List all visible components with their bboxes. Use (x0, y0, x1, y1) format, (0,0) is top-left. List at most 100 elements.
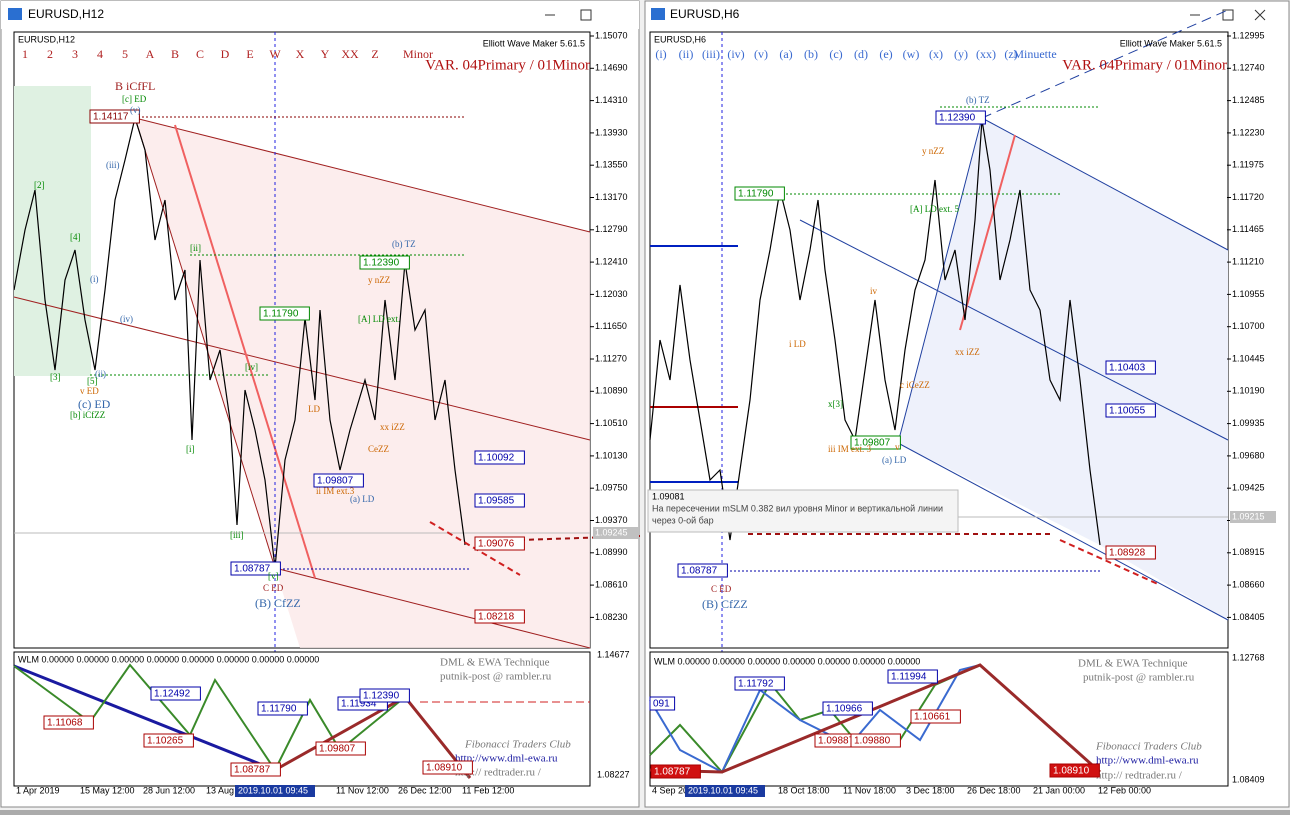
zigzag-green (13, 663, 456, 772)
price-tag-box (910, 709, 961, 724)
wave-annotation: (i) (90, 274, 99, 284)
wave-annotation: (ii) (95, 369, 106, 379)
price-axis-label: 1.09750 (595, 483, 628, 493)
price-tag: 1.09880 (854, 736, 891, 747)
price-tag: 1.08787 (234, 564, 271, 575)
price-tag-box (474, 609, 525, 624)
fork-line (134, 117, 591, 233)
time-axis-label: 21 Jan 00:00 (1033, 785, 1085, 795)
price-tag-box (474, 450, 525, 465)
price-tag: 1.11994 (891, 672, 927, 683)
price-axis-label: 1.08660 (1232, 579, 1265, 589)
wave-degree: Z (371, 47, 378, 61)
price-tag: 1.11790 (263, 309, 299, 320)
time-axis-label: 26 Dec 18:00 (967, 785, 1021, 795)
price-axis-label: 1.12230 (1232, 127, 1265, 137)
price-axis-label: 1.10445 (1232, 353, 1265, 363)
window-title: EURUSD,H12 (28, 7, 104, 21)
wave-degree: 1 (22, 47, 28, 61)
wave-annotation: (b) TZ (392, 239, 416, 249)
price-axis-label: 1.08405 (1232, 612, 1265, 622)
time-axis-label: 26 Dec 12:00 (398, 785, 452, 795)
wave-degree: E (246, 47, 253, 61)
wave-annotation: [4] (70, 232, 81, 242)
wave-annotation: (v) (130, 105, 141, 115)
price-tag: 1.11068 (47, 718, 83, 729)
fork-line (897, 117, 983, 444)
credit-text: DML & EWA Technique (440, 657, 550, 669)
wave-annotation: x[3] (828, 399, 843, 409)
wave-annotation: (b) TZ (966, 95, 990, 105)
price-axis-label: 1.11465 (1232, 224, 1264, 234)
price-axis-label: 1.12995 (1232, 30, 1265, 40)
price-axis-label: 1.09425 (1232, 483, 1265, 493)
wave-degree: (a) (779, 47, 792, 61)
price-tag: 1.08910 (1053, 766, 1090, 777)
wave-degree: Minor (403, 47, 433, 61)
price-axis-label: 1.11975 (1232, 160, 1264, 170)
price-axis-label: 1.14690 (595, 63, 628, 73)
price-tag-box (887, 669, 938, 684)
time-axis-label: 2019.10.01 09:45 (238, 785, 308, 795)
sub-window (13, 651, 591, 787)
credit-text: putnik-post @ rambler.ru (440, 671, 552, 683)
wave-annotation: [A] LD ext. 5 (910, 204, 959, 214)
wave-annotation: C ED (711, 584, 732, 594)
sub-axis-label: 1.08227 (597, 769, 630, 779)
sub-axis-label: 1.08409 (1232, 774, 1265, 784)
trend-line (174, 124, 316, 579)
price-tag-box (230, 561, 281, 576)
price-tag-box (257, 701, 308, 716)
wave-annotation: [iv] (245, 362, 258, 372)
window-icon (8, 8, 22, 20)
credit-text: http://www.dml-ewa.ru (455, 753, 558, 765)
tooltip-text: 1.09081 (652, 491, 685, 501)
wave-annotation: y nZZ (368, 275, 390, 285)
price-tag-box (230, 762, 281, 777)
time-cursor-box (685, 785, 765, 797)
fork-line (981, 9, 1229, 119)
fork-line (799, 219, 1229, 441)
wave-degree: 3 (72, 47, 78, 61)
wave-annotation: [c] ED (122, 94, 147, 104)
wave-degree: (z) (1004, 47, 1017, 61)
wave-annotation: ii IM ext.3 (316, 486, 355, 496)
wave-annotation: (B) CfZZ (255, 596, 301, 610)
maximize[interactable] (1222, 9, 1234, 21)
wave-degree: Minuette (1013, 47, 1056, 61)
wave-annotation: v ED (80, 386, 99, 396)
wave-annotation: [i] (186, 444, 195, 454)
price-tag-box (359, 255, 410, 270)
maximize[interactable] (580, 9, 592, 21)
close[interactable] (1254, 9, 1266, 21)
price-axis-label: 1.10190 (1232, 386, 1265, 396)
credit-text: http:// redtrader.ru / (455, 767, 542, 779)
price-tag: 1.08787 (234, 765, 271, 776)
wave-degree: D (221, 47, 230, 61)
wave-annotation: [iii] (230, 530, 244, 540)
wave-degree: B (171, 47, 179, 61)
wave-annotation: y nZZ (922, 146, 944, 156)
wave-degree: (c) (829, 47, 842, 61)
wave-degree: (ii) (679, 47, 694, 61)
price-tag: 1.10403 (1109, 363, 1146, 374)
sub-axis-label: 1.14677 (597, 649, 630, 659)
price-tag-box (422, 760, 473, 775)
price-tag: 1.12390 (363, 691, 400, 702)
fork-zone (135, 118, 590, 648)
credit-text: DML & EWA Technique (1078, 658, 1188, 670)
wave-degree: (w) (903, 47, 920, 61)
time-axis-label: 11 Nov 12:00 (336, 785, 389, 795)
tooltip-box (647, 489, 959, 533)
time-axis-label: 1 Apr 2019 (16, 785, 60, 795)
credit-text: putnik-post @ rambler.ru (1083, 672, 1195, 684)
price-tag: 1.08928 (1109, 548, 1146, 559)
indicator-name: Elliott Wave Maker 5.61.5 (1120, 38, 1222, 48)
wave-annotation: B iCfFL (115, 79, 155, 93)
wave-annotation: [ii] (190, 243, 201, 253)
price-tag: 1.10055 (1109, 406, 1146, 417)
window-title: EURUSD,H6 (670, 7, 740, 21)
wave-degree: (e) (879, 47, 892, 61)
price-tag-box (734, 186, 785, 201)
price-axis-label: 1.12790 (595, 224, 628, 234)
